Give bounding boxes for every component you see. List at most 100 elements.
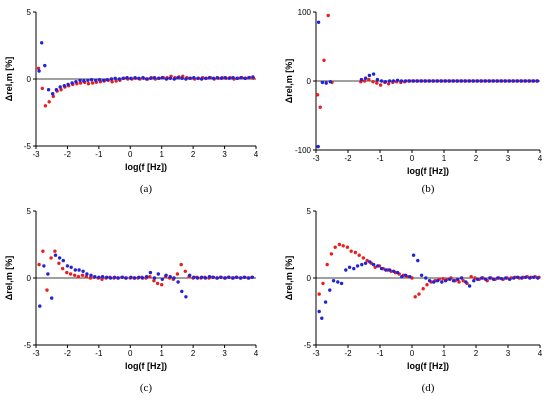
data-point-blue bbox=[141, 76, 145, 80]
data-point-blue bbox=[347, 265, 352, 269]
x-tick-label: 2 bbox=[474, 349, 479, 358]
x-axis-label: log(f [Hz]) bbox=[125, 162, 167, 172]
data-point-blue bbox=[536, 276, 540, 280]
x-tick-label: -3 bbox=[32, 349, 40, 358]
data-point-blue bbox=[459, 79, 464, 83]
data-point-blue bbox=[192, 275, 196, 279]
data-point-red bbox=[59, 88, 63, 92]
data-point-blue bbox=[105, 78, 110, 82]
data-point-blue bbox=[176, 280, 180, 284]
data-point-red bbox=[68, 272, 73, 276]
data-point-blue bbox=[328, 80, 333, 84]
data-point-blue bbox=[379, 266, 384, 271]
data-point-blue bbox=[495, 79, 500, 83]
data-point-blue bbox=[121, 76, 125, 81]
data-point-blue bbox=[85, 272, 89, 276]
data-point-blue bbox=[164, 273, 168, 277]
x-tick-label: -3 bbox=[32, 150, 40, 159]
data-point-red bbox=[43, 104, 48, 108]
x-tick-label: 4 bbox=[538, 154, 543, 163]
data-point-blue bbox=[451, 79, 456, 83]
data-point-blue bbox=[180, 76, 184, 81]
data-point-blue bbox=[371, 262, 376, 267]
x-tick-label: 1 bbox=[442, 154, 447, 163]
data-point-blue bbox=[172, 77, 176, 81]
data-point-blue bbox=[46, 272, 50, 276]
y-tick-label: 5 bbox=[27, 8, 32, 17]
data-point-red bbox=[160, 283, 164, 287]
data-point-blue bbox=[168, 76, 172, 81]
data-point-blue bbox=[227, 76, 231, 81]
data-point-blue bbox=[535, 79, 540, 83]
data-point-blue bbox=[419, 273, 424, 277]
y-axis-label: Δrel,m [%] bbox=[284, 59, 294, 103]
data-point-blue bbox=[320, 316, 324, 320]
data-point-blue bbox=[328, 288, 332, 292]
data-point-blue bbox=[156, 272, 160, 276]
data-point-blue bbox=[62, 84, 66, 88]
data-point-blue bbox=[408, 275, 412, 279]
data-point-red bbox=[329, 252, 334, 256]
data-point-blue bbox=[360, 262, 364, 267]
chart-panel-3: -3 -2 -1 0 1 2 3 4 5 0 -5 log(f [Hz]) Δrel,m [%] (c) bbox=[4, 207, 259, 394]
data-point-blue bbox=[180, 289, 184, 294]
data-point-blue bbox=[160, 76, 164, 80]
data-point-blue bbox=[215, 276, 219, 280]
data-point-blue bbox=[116, 276, 121, 280]
data-point-blue bbox=[207, 275, 212, 279]
x-tick-label: 0 bbox=[128, 349, 133, 358]
data-point-blue bbox=[89, 273, 93, 277]
panel-caption: (b) bbox=[422, 183, 435, 195]
data-point-blue bbox=[219, 275, 223, 279]
data-point-blue bbox=[112, 275, 117, 279]
data-point-blue bbox=[196, 76, 200, 81]
chart-panel-4: -3 -2 -1 0 1 2 3 4 5 0 -5 log(f [Hz]) Δrel,m [%] (d) bbox=[284, 207, 543, 394]
data-point-red bbox=[110, 80, 114, 84]
data-point-blue bbox=[480, 276, 484, 280]
data-point-blue bbox=[77, 268, 81, 272]
data-point-blue bbox=[97, 78, 102, 82]
data-point-blue bbox=[53, 253, 58, 257]
data-point-red bbox=[61, 266, 65, 271]
data-point-blue bbox=[144, 275, 149, 279]
panel-caption: (c) bbox=[140, 382, 153, 394]
x-tick-label: -2 bbox=[64, 150, 72, 159]
data-point-blue bbox=[499, 277, 504, 281]
x-tick-label: -1 bbox=[376, 154, 384, 163]
data-point-blue bbox=[523, 79, 528, 83]
y-tick-label: 0 bbox=[27, 75, 32, 84]
data-point-red bbox=[41, 249, 45, 253]
data-point-red bbox=[469, 275, 473, 279]
data-point-blue bbox=[435, 279, 440, 283]
panel-caption: (a) bbox=[140, 183, 153, 195]
x-tick-label: -1 bbox=[95, 150, 103, 159]
chart-panel-1: -3 -2 -1 0 1 2 3 4 5 0 -5 log(f [Hz]) Δrel,m [%] (a) bbox=[4, 8, 259, 195]
data-point-blue bbox=[392, 269, 396, 273]
data-point-blue bbox=[54, 88, 59, 92]
data-point-blue bbox=[367, 73, 372, 78]
data-point-red bbox=[425, 283, 429, 287]
data-point-blue bbox=[42, 264, 46, 268]
data-point-blue bbox=[65, 264, 70, 268]
data-point-blue bbox=[447, 79, 452, 83]
data-point-red bbox=[318, 105, 322, 109]
data-point-blue bbox=[140, 276, 145, 280]
data-point-blue bbox=[137, 275, 141, 279]
data-point-blue bbox=[528, 276, 532, 280]
data-point-blue bbox=[78, 78, 82, 83]
data-point-blue bbox=[520, 276, 524, 280]
x-tick-label: -2 bbox=[64, 349, 72, 358]
data-point-blue bbox=[331, 279, 336, 283]
data-point-red bbox=[322, 58, 326, 62]
data-point-blue bbox=[491, 79, 496, 83]
data-point-blue bbox=[499, 79, 504, 83]
data-point-red bbox=[53, 249, 57, 253]
data-point-blue bbox=[491, 277, 496, 281]
data-point-blue bbox=[317, 309, 321, 314]
data-point-blue bbox=[440, 280, 444, 284]
data-point-blue bbox=[86, 78, 90, 83]
data-point-blue bbox=[379, 79, 384, 83]
x-tick-label: 1 bbox=[159, 349, 164, 358]
data-point-blue bbox=[129, 76, 133, 81]
data-point-red bbox=[353, 250, 358, 255]
